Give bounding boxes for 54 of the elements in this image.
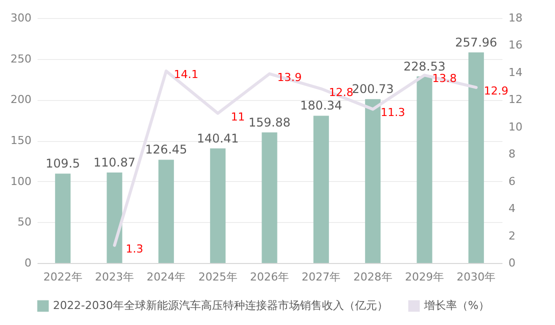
y-tick-label: 50 [18, 216, 32, 229]
x-tick-label: 2024年 [146, 270, 186, 284]
x-tick-label: 2025年 [198, 270, 238, 284]
x-tick-label: 2028年 [353, 270, 392, 284]
bar [313, 116, 329, 263]
y-tick-label: 0 [24, 256, 32, 270]
data-label: 159.88 [248, 115, 290, 130]
x-tick-label: 2022年 [43, 270, 82, 284]
bar [365, 99, 381, 263]
x-tick-label: 2023年 [95, 270, 134, 284]
y2-tick-label: 18 [508, 12, 522, 24]
legend-label: 增长率（%） [423, 299, 490, 312]
data-label: 12.8 [328, 86, 354, 99]
data-label: 126.45 [145, 142, 188, 157]
y2-tick-label: 8 [508, 148, 516, 161]
y2-tick-label: 4 [508, 202, 516, 216]
bar [158, 160, 174, 263]
y2-tick-label: 0 [508, 256, 516, 270]
y2-tick-label: 16 [508, 38, 522, 52]
y-tick-label: 300 [10, 12, 32, 24]
y-tick-label: 150 [10, 134, 32, 147]
legend-label: 2022-2030年全球新能源汽车高压特种连接器市场销售收入（亿元） [53, 299, 388, 312]
bar [210, 148, 226, 263]
y-tick-label: 100 [10, 174, 32, 188]
data-label: 14.1 [174, 68, 198, 82]
bar [262, 132, 278, 263]
data-label: 12.9 [484, 84, 508, 98]
x-tick-label: 2029年 [405, 270, 444, 284]
y-tick-label: 200 [10, 93, 32, 106]
y2-tick-label: 14 [508, 66, 522, 79]
data-label: 109.5 [46, 156, 80, 171]
data-label: 180.34 [300, 98, 342, 113]
data-label: 228.53 [404, 59, 446, 74]
bar [468, 52, 484, 263]
x-tick-label: 2026年 [250, 270, 289, 284]
data-label: 11.3 [380, 106, 406, 120]
y2-tick-label: 10 [508, 120, 522, 134]
bar [416, 76, 432, 263]
data-label: 110.87 [94, 155, 136, 170]
y-tick-label: 250 [10, 52, 32, 66]
data-label: 11 [230, 110, 245, 124]
x-tick-label: 2027年 [302, 270, 341, 284]
data-label: 13.9 [277, 70, 302, 84]
x-tick-label: 2030年 [456, 270, 496, 284]
data-label: 1.3 [126, 242, 144, 256]
bar [106, 172, 122, 263]
y2-tick-label: 6 [508, 174, 516, 188]
data-label: 140.41 [196, 131, 239, 146]
y2-tick-label: 12 [508, 93, 522, 106]
data-label: 200.73 [352, 82, 394, 96]
data-label: 257.96 [455, 35, 498, 50]
y2-tick-label: 2 [508, 229, 516, 242]
bar [55, 174, 71, 263]
data-label: 13.8 [432, 72, 457, 86]
